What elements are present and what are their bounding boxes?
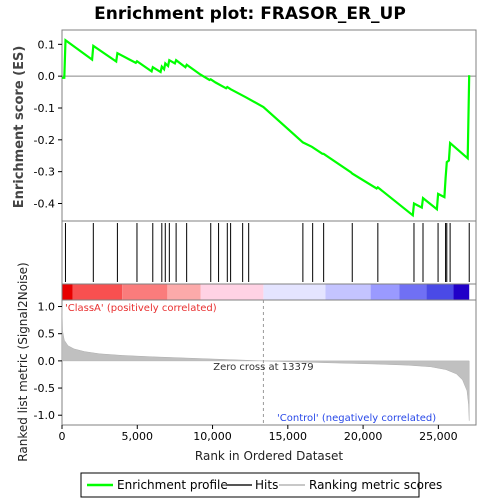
x-tick-label: 10,000	[193, 430, 232, 443]
legend: Enrichment profile Hits Ranking metric s…	[80, 472, 442, 498]
color-bar-segment	[426, 284, 454, 300]
color-bar-segment	[122, 284, 168, 300]
color-bar-segment	[200, 284, 264, 300]
x-tick-label: 25,000	[419, 430, 458, 443]
ranking-metric-area	[61, 306, 470, 421]
color-bar	[61, 283, 477, 301]
hits-area	[61, 220, 477, 285]
color-bar-segment	[167, 284, 201, 300]
metric-y-ticks: 1.0 0.5 0.0 -0.5 -1.0	[34, 301, 62, 422]
es-y-ticks: 0.1 0.0 -0.1 -0.2 -0.3 -0.4	[34, 38, 62, 210]
metric-y-tick-label: 0.5	[38, 328, 56, 341]
x-tick-label: 0	[59, 430, 66, 443]
color-bar-segment	[263, 284, 326, 300]
legend-metric-label: Ranking metric scores	[309, 478, 442, 492]
color-bar-segment	[62, 284, 73, 300]
metric-y-label: Ranked list metric (Signal2Noise)	[16, 262, 30, 461]
positive-class-label: 'ClassA' (positively correlated)	[65, 303, 217, 314]
color-bar-segments	[62, 284, 470, 300]
hits-panel	[61, 220, 477, 285]
es-panel: 0.1 0.0 -0.1 -0.2 -0.3 -0.4 Enrichment score …	[12, 29, 477, 222]
metric-y-tick-label: 1.0	[38, 301, 56, 314]
es-y-tick-label: -0.4	[34, 197, 55, 210]
es-y-tick-label: 0.1	[38, 38, 56, 51]
color-bar-segment	[453, 284, 470, 300]
legend-enrichment-label: Enrichment profile	[117, 478, 228, 492]
es-y-tick-label: 0.0	[38, 70, 56, 83]
metric-y-tick-label: -1.0	[34, 409, 55, 422]
color-bar-segment	[72, 284, 123, 300]
color-bar-segment	[370, 284, 400, 300]
metric-panel: 1.0 0.5 0.0 -0.5 -1.0 Zero cross at 13379 'C…	[16, 262, 477, 462]
hit-marks	[64, 223, 470, 282]
es-y-tick-label: -0.1	[34, 102, 55, 115]
negative-class-label: 'Control' (negatively correlated)	[277, 413, 436, 424]
es-y-label: Enrichment score (ES)	[12, 46, 27, 209]
x-tick-label: 5,000	[122, 430, 154, 443]
es-y-tick-label: -0.3	[34, 166, 55, 179]
chart-title: Enrichment plot: FRASOR_ER_UP	[94, 4, 406, 24]
es-plot-area	[61, 29, 477, 222]
color-bar-segment	[399, 284, 427, 300]
enrichment-profile-line	[62, 38, 471, 218]
x-tick-label: 20,000	[344, 430, 383, 443]
x-axis-label: Rank in Ordered Dataset	[195, 449, 343, 463]
x-axis-ticks: 0 5,000 10,000 15,000 20,000 25,000	[59, 425, 458, 443]
legend-hits-label: Hits	[255, 478, 278, 492]
color-bar-segment	[325, 284, 371, 300]
x-tick-label: 15,000	[269, 430, 308, 443]
metric-y-tick-label: 0.0	[38, 355, 56, 368]
zero-cross-label: Zero cross at 13379	[213, 362, 313, 373]
es-y-tick-label: -0.2	[34, 134, 55, 147]
metric-y-tick-label: -0.5	[34, 382, 55, 395]
